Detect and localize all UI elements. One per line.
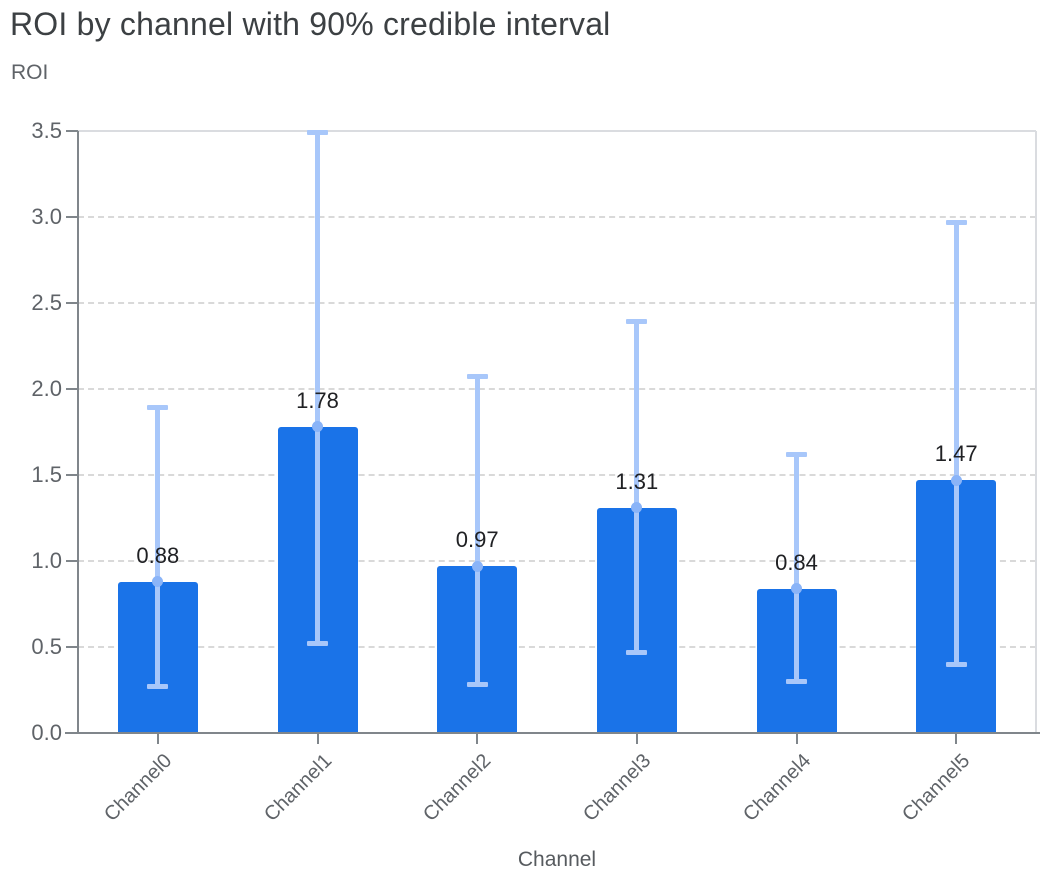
y-tick-mark-3.0 [66,216,78,218]
x-tick-label-channel5: Channel5 [898,749,975,826]
mean-dot-channel5 [950,474,962,486]
value-label-channel2: 0.97 [455,527,499,553]
error-cap-upper-channel4 [786,451,807,457]
y-tick-mark-1.0 [66,560,78,562]
gridline-0.5 [78,646,1036,648]
x-axis-zero-tick [65,732,77,734]
y-tick-mark-2.5 [66,302,78,304]
gridline-1.5 [78,474,1036,476]
x-tick-mark-channel2 [476,734,479,744]
gridline-2.5 [78,302,1036,304]
y-tick-label-3.0: 3.0 [31,204,62,229]
value-label-channel3: 1.31 [615,468,659,494]
plot-border-top [78,130,1036,132]
y-axis-title: ROI [11,61,49,84]
y-tick-label-2.0: 2.0 [31,376,62,401]
plot-border-right [1035,131,1037,733]
mean-dot-channel1 [312,421,323,433]
error-cap-lower-channel3 [626,649,648,655]
y-tick-mark-0.5 [66,646,78,648]
x-tick-mark-channel0 [156,734,159,744]
x-tick-mark-channel4 [795,734,798,744]
error-bar-channel0 [155,407,161,687]
error-cap-lower-channel2 [466,682,488,688]
value-label-channel0: 0.88 [136,542,180,568]
value-label-channel5: 1.47 [934,441,978,467]
error-cap-lower-channel4 [786,678,807,684]
gridline-3.0 [78,216,1036,218]
x-tick-mark-channel1 [316,734,319,744]
value-label-channel1: 1.78 [296,387,339,413]
error-bar-channel2 [474,376,480,685]
error-cap-lower-channel1 [307,641,328,647]
y-tick-label-2.5: 2.5 [31,290,62,315]
error-cap-lower-channel5 [945,661,967,667]
error-cap-upper-channel0 [147,405,169,411]
x-tick-label-channel1: Channel1 [259,749,336,826]
gridline-2.0 [78,388,1036,390]
error-bar-channel1 [315,132,320,644]
y-tick-label-1.0: 1.0 [31,548,62,573]
y-tick-label-0.5: 0.5 [31,634,62,659]
y-tick-label-3.5: 3.5 [31,118,62,143]
error-bar-channel4 [794,454,799,682]
mean-dot-channel3 [631,502,643,514]
x-tick-label-channel3: Channel3 [578,749,656,826]
y-tick-mark-2.0 [66,388,78,390]
value-label-channel4: 0.84 [775,549,818,575]
x-tick-label-channel4: Channel4 [738,749,815,826]
error-cap-upper-channel3 [626,319,648,325]
y-tick-mark-3.5 [66,130,78,132]
x-tick-label-channel2: Channel2 [419,749,496,826]
y-axis-line [77,131,79,733]
x-axis-title: Channel [517,848,597,871]
chart-title: ROI by channel with 90% credible interva… [10,6,611,42]
error-cap-lower-channel0 [147,684,169,690]
x-axis-line [77,732,1040,734]
mean-dot-channel2 [471,560,483,572]
y-tick-label-0.0: 0.0 [31,720,62,745]
error-cap-upper-channel5 [945,219,967,225]
error-bar-channel3 [634,321,640,653]
y-tick-label-1.5: 1.5 [31,462,62,487]
x-tick-mark-channel3 [635,734,638,744]
error-cap-upper-channel1 [307,130,328,136]
gridline-1.0 [78,560,1036,562]
y-tick-mark-1.5 [66,474,78,476]
error-bar-channel5 [953,222,959,665]
x-tick-label-channel0: Channel0 [99,749,177,826]
mean-dot-channel0 [152,576,164,588]
x-tick-mark-channel5 [955,734,958,744]
mean-dot-channel4 [791,583,802,595]
error-cap-upper-channel2 [466,374,488,380]
